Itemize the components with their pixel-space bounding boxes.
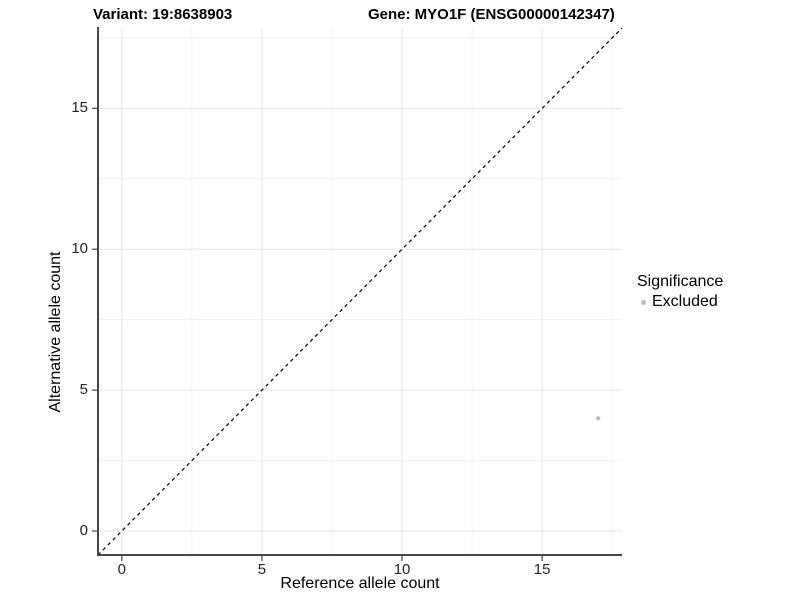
- legend: Significance Excluded: [637, 273, 723, 311]
- y-tick-label: 5: [79, 381, 88, 399]
- identity-reference-line: [97, 27, 623, 556]
- legend-point-icon: [641, 299, 646, 305]
- legend-entry-label: Excluded: [652, 293, 718, 310]
- plot-title-gene: Gene: MYO1F (ENSG00000142347): [368, 6, 615, 23]
- x-tick-label: 0: [117, 561, 126, 578]
- x-tick-label: 10: [393, 561, 411, 578]
- x-tick-label: 5: [257, 561, 267, 578]
- x-axis-title: Reference allele count: [280, 575, 440, 592]
- x-tick-label: 15: [533, 561, 551, 578]
- data-point: [595, 416, 601, 421]
- plot-title-variant: Variant: 19:8638903: [93, 6, 233, 23]
- y-tick-label: 15: [71, 99, 88, 117]
- y-tick-label: 0: [79, 522, 88, 540]
- y-tick-label: 10: [71, 240, 88, 258]
- legend-entry-excluded: Excluded: [637, 293, 723, 311]
- legend-title: Significance: [637, 273, 724, 290]
- y-axis-title: Alternative allele count: [47, 251, 64, 413]
